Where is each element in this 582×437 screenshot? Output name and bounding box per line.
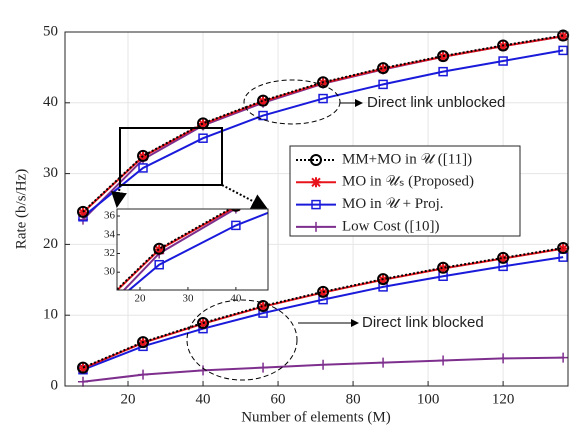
marker [318,359,329,370]
marker [497,39,510,52]
series-line [82,256,564,371]
marker [230,209,241,212]
ellipse [186,299,298,381]
marker [77,361,90,374]
marker [138,163,148,173]
legend-marker [311,177,321,188]
inset-y-tick-label: 30 [104,266,116,278]
x-tick-label: 60 [271,391,286,407]
series-line [122,209,238,290]
legend-marker [311,221,321,232]
inset-y-tick-label: 36 [104,210,116,222]
marker [378,79,388,90]
zoom-connector [111,184,127,208]
marker [437,50,450,63]
marker [258,301,269,312]
inset-y-tick-label: 34 [104,228,116,240]
zoom-connector [221,184,268,209]
series-line [117,209,234,290]
x-tick-label: 40 [196,391,211,407]
marker [317,285,330,298]
x-tick-label: 20 [121,391,136,407]
marker [438,66,448,77]
x-tick-label: 80 [346,391,361,407]
ellipse [243,79,341,125]
x-tick-label: 100 [417,391,440,407]
marker [318,93,328,104]
annotation: Direct link blocked [362,314,484,331]
legend-marker [311,199,321,210]
marker [78,363,89,374]
y-tick-label: 50 [43,23,58,39]
marker [377,62,390,75]
marker [230,209,241,214]
y-tick-label: 10 [43,307,58,323]
marker [498,56,508,66]
series-line [82,49,564,218]
y-tick-label: 0 [51,377,59,393]
legend-marker [310,154,322,166]
inset-box [116,208,269,291]
zoom-box [119,127,223,186]
marker [558,352,569,363]
y-tick-label: 20 [43,236,58,252]
marker [257,94,270,107]
inset-x-tick-label: 30 [182,293,194,305]
y-tick-label: 40 [43,94,58,110]
marker [438,51,449,62]
marker [558,45,568,56]
legend-label: MO in 𝒰ₛ (Proposed) [342,174,474,190]
legend-label: MM+MO in 𝒰 ([11]) [342,151,472,167]
y-axis-label: Rate (b/s/Hz) [13,169,29,249]
marker [198,318,209,329]
x-axis-label: Number of elements (M) [241,409,391,425]
marker [153,242,166,255]
marker [258,96,269,107]
marker [438,355,449,366]
marker [137,336,150,349]
annotation: Direct link unblocked [367,94,505,111]
marker [258,110,268,121]
marker [231,220,241,231]
marker [378,63,389,74]
marker [497,251,510,264]
marker [78,207,89,218]
inset-x-tick-label: 20 [135,293,147,305]
marker [137,149,150,162]
series-line [82,34,564,213]
x-tick-label: 120 [492,391,515,407]
series-line [82,246,564,369]
marker [198,133,208,143]
marker [317,76,330,89]
axes-box [64,31,569,387]
y-tick-label: 30 [43,165,58,181]
marker [138,369,149,380]
marker [154,259,164,270]
marker [257,299,270,312]
marker [197,316,210,329]
inset-y-tick-label: 32 [104,247,115,259]
marker [258,362,269,373]
marker [78,376,89,387]
marker [378,357,389,368]
marker [498,253,509,264]
marker [77,205,90,218]
marker [377,273,390,286]
marker [438,263,449,274]
series-line [127,211,268,290]
marker [437,261,450,274]
inset-x-tick-label: 40 [230,293,242,305]
legend-label: MO in 𝒰 + Proj. [342,196,444,212]
marker [498,353,509,364]
legend-label: Low Cost ([10]) [342,218,440,234]
